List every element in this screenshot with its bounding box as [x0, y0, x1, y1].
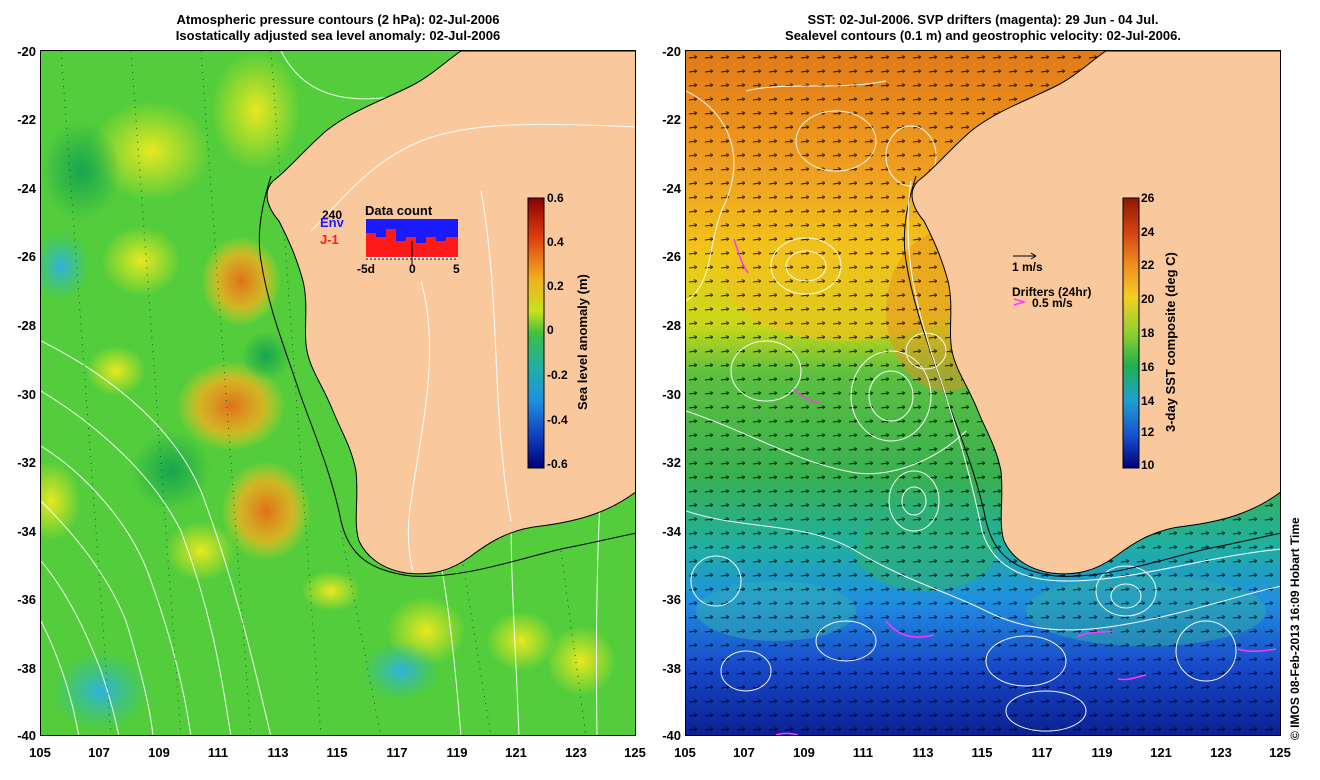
altimeter-tracks: [60, 51, 587, 735]
left-lat-tick-5: -30: [17, 387, 36, 402]
drifter-scale-label: 0.5 m/s: [1032, 296, 1073, 310]
sla-cbtick-2: 0.2: [547, 279, 564, 293]
right-lat-tick-5: -30: [662, 387, 681, 402]
right-lon-tick-9: 123: [1210, 745, 1232, 760]
left-lon-tick-6: 117: [386, 745, 408, 760]
inset-env-label: Env: [320, 215, 344, 230]
velocity-scale-label: 1 m/s: [1012, 260, 1043, 274]
sst-cbtick-5: 16: [1141, 360, 1155, 374]
sla-cbtick-0: 0.6: [547, 191, 564, 205]
right-lon-tick-4: 113: [912, 745, 934, 760]
right-lat-tick-10: -40: [662, 728, 681, 743]
left-lat-tick-0: -20: [17, 44, 36, 59]
right-lon-tick-1: 107: [733, 745, 755, 760]
sst-colorbar: [1122, 197, 1140, 469]
sst-cbtick-2: 22: [1141, 258, 1155, 272]
left-lon-tick-7: 119: [446, 745, 468, 760]
left-lat-tick-2: -24: [17, 181, 36, 196]
left-lon-tick-3: 111: [207, 745, 229, 760]
credit-text: © IMOS 08-Feb-2013 16:09 Hobart Time: [1288, 517, 1302, 740]
left-lat-tick-9: -38: [17, 661, 36, 676]
left-title-line2: Isostatically adjusted sea level anomaly…: [175, 28, 501, 43]
left-lon-tick-1: 107: [88, 745, 110, 760]
left-lat-tick-1: -22: [17, 112, 36, 127]
sst-cbtick-8: 10: [1141, 458, 1155, 472]
right-title-line2: Sealevel contours (0.1 m) and geostrophi…: [785, 28, 1181, 43]
left-lon-tick-0: 105: [29, 745, 51, 760]
drifter-tracks: [733, 238, 1277, 735]
sla-cbtick-4: -0.2: [547, 368, 568, 382]
right-lon-tick-7: 119: [1091, 745, 1113, 760]
right-lat-tick-4: -28: [662, 318, 681, 333]
sst-cbtick-4: 18: [1141, 326, 1155, 340]
drifters-label: Drifters (24hr): [1012, 285, 1092, 299]
inset-title: Data count: [365, 203, 433, 218]
velocity-scale-arrow: [1013, 252, 1037, 260]
sla-colorbar-label: Sea level anomaly (m): [575, 274, 590, 410]
right-lon-tick-0: 105: [674, 745, 696, 760]
left-lon-tick-8: 121: [505, 745, 527, 760]
right-lat-tick-9: -38: [662, 661, 681, 676]
sla-cbtick-5: -0.4: [547, 413, 568, 427]
right-lon-tick-10: 125: [1269, 745, 1291, 760]
right-lat-tick-2: -24: [662, 181, 681, 196]
inset-j1-label: J-1: [320, 232, 339, 247]
sla-cbtick-3: 0: [547, 323, 554, 337]
land-pressure-contours: [310, 123, 635, 572]
left-lat-tick-3: -26: [17, 249, 36, 264]
right-lat-tick-6: -32: [662, 455, 681, 470]
right-lon-tick-8: 121: [1150, 745, 1172, 760]
data-count-inset: [366, 219, 458, 265]
left-lon-tick-2: 109: [148, 745, 170, 760]
sla-colorbar: [527, 197, 545, 469]
right-lat-tick-0: -20: [662, 44, 681, 59]
left-lon-tick-10: 125: [624, 745, 646, 760]
right-title-line1: SST: 02-Jul-2006. SVP drifters (magenta)…: [807, 12, 1159, 27]
right-lat-tick-7: -34: [662, 524, 681, 539]
left-lat-tick-8: -36: [17, 592, 36, 607]
left-lon-tick-9: 123: [565, 745, 587, 760]
right-lat-tick-8: -36: [662, 592, 681, 607]
right-lon-tick-6: 117: [1031, 745, 1053, 760]
sla-cbtick-6: -0.6: [547, 457, 568, 471]
drifter-scale-arrow: [1013, 298, 1027, 306]
left-lon-tick-5: 115: [326, 745, 348, 760]
left-lat-tick-4: -28: [17, 318, 36, 333]
sst-colorbar-label: 3-day SST composite (deg C): [1163, 252, 1178, 432]
left-lat-tick-7: -34: [17, 524, 36, 539]
australia-land-sst: [911, 51, 1280, 575]
inset-xtick-0: -5d: [357, 262, 375, 276]
inset-xtick-2: 5: [453, 262, 460, 276]
left-lat-tick-10: -40: [17, 728, 36, 743]
sla-field: [41, 51, 616, 731]
sla-cbtick-1: 0.4: [547, 235, 564, 249]
right-lat-tick-3: -26: [662, 249, 681, 264]
left-map: [40, 50, 636, 736]
left-lat-tick-6: -32: [17, 455, 36, 470]
left-lon-tick-4: 113: [267, 745, 289, 760]
inset-xtick-1: 0: [409, 262, 416, 276]
sst-cbtick-1: 24: [1141, 225, 1155, 239]
right-lon-tick-3: 111: [852, 745, 874, 760]
right-lat-tick-1: -22: [662, 112, 681, 127]
sst-cbtick-0: 26: [1141, 191, 1155, 205]
sst-cbtick-7: 12: [1141, 425, 1155, 439]
sst-cbtick-6: 14: [1141, 394, 1155, 408]
left-title-line1: Atmospheric pressure contours (2 hPa): 0…: [176, 12, 500, 27]
inset-count: 240: [322, 208, 343, 222]
right-map: [685, 50, 1281, 736]
right-lon-tick-5: 115: [971, 745, 993, 760]
sealevel-contours: [686, 80, 1280, 732]
sst-cbtick-3: 20: [1141, 292, 1155, 306]
right-lon-tick-2: 109: [793, 745, 815, 760]
